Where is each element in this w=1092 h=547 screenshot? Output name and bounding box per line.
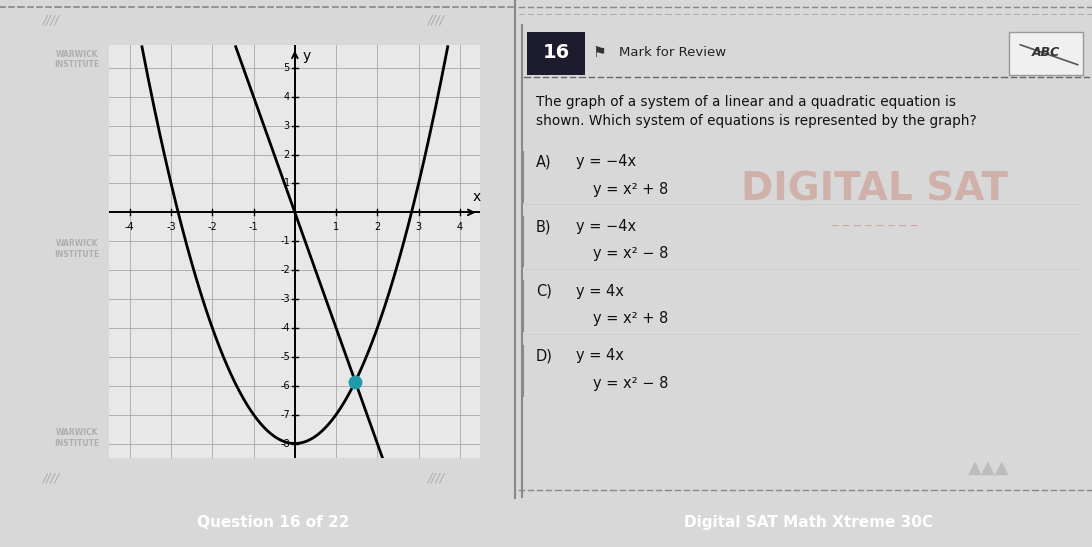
Text: Mark for Review: Mark for Review	[619, 46, 726, 59]
Text: -4: -4	[124, 223, 134, 232]
Text: x: x	[472, 190, 480, 203]
Text: 2: 2	[284, 149, 289, 160]
Text: y = −4x: y = −4x	[577, 154, 637, 170]
Text: -2: -2	[281, 265, 289, 275]
Text: 3: 3	[284, 121, 289, 131]
Text: A): A)	[536, 154, 551, 170]
Text: y = 4x: y = 4x	[577, 284, 624, 299]
Text: y = x² − 8: y = x² − 8	[593, 246, 668, 261]
Text: Digital SAT Math Xtreme 30C: Digital SAT Math Xtreme 30C	[684, 515, 933, 530]
Text: ////: ////	[428, 472, 444, 484]
Text: WARWICK
INSTITUTE: WARWICK INSTITUTE	[55, 239, 99, 259]
Text: y = x² + 8: y = x² + 8	[593, 311, 668, 326]
Text: 16: 16	[543, 43, 570, 62]
Text: WARWICK
INSTITUTE: WARWICK INSTITUTE	[414, 428, 459, 448]
Text: WARWICK
INSTITUTE: WARWICK INSTITUTE	[414, 239, 459, 259]
Text: ////: ////	[43, 472, 60, 484]
Text: shown. Which system of equations is represented by the graph?: shown. Which system of equations is repr…	[536, 114, 976, 129]
Text: _ _ _ _ _ _ _ _: _ _ _ _ _ _ _ _	[831, 212, 917, 226]
Text: -3: -3	[166, 223, 176, 232]
Text: -5: -5	[281, 352, 289, 362]
Text: ⚑: ⚑	[592, 45, 606, 60]
Text: 1: 1	[284, 178, 289, 189]
Text: ABC: ABC	[1032, 46, 1060, 59]
Text: 4: 4	[284, 92, 289, 102]
Text: The graph of a system of a linear and a quadratic equation is: The graph of a system of a linear and a …	[536, 95, 956, 108]
Text: -6: -6	[281, 381, 289, 391]
Text: -4: -4	[281, 323, 289, 333]
Text: y = 4x: y = 4x	[577, 348, 624, 363]
Text: 1: 1	[333, 223, 340, 232]
Text: ////: ////	[428, 14, 444, 26]
Text: Question 16 of 22: Question 16 of 22	[197, 515, 349, 530]
Text: -3: -3	[281, 294, 289, 304]
Text: -7: -7	[281, 410, 289, 420]
Text: ▲▲▲: ▲▲▲	[968, 459, 1010, 477]
Text: y = x² + 8: y = x² + 8	[593, 182, 668, 197]
Text: -8: -8	[281, 439, 289, 449]
Text: y = x² − 8: y = x² − 8	[593, 376, 668, 391]
Text: D): D)	[536, 348, 553, 363]
Text: WARWICK
INSTITUTE: WARWICK INSTITUTE	[55, 428, 99, 448]
Text: -2: -2	[207, 223, 217, 232]
Text: B): B)	[536, 219, 551, 234]
Text: y: y	[302, 49, 310, 63]
Text: 3: 3	[416, 223, 422, 232]
Text: WARWICK
INSTITUTE: WARWICK INSTITUTE	[55, 50, 99, 69]
Text: C): C)	[536, 284, 551, 299]
Text: WARWICK
INSTITUTE: WARWICK INSTITUTE	[414, 50, 459, 69]
Text: y = −4x: y = −4x	[577, 219, 637, 234]
Text: 2: 2	[375, 223, 380, 232]
FancyBboxPatch shape	[1009, 32, 1083, 75]
Text: 4: 4	[456, 223, 463, 232]
Text: -1: -1	[249, 223, 259, 232]
Text: ////: ////	[43, 14, 60, 26]
Text: 5: 5	[284, 63, 289, 73]
FancyBboxPatch shape	[527, 32, 584, 75]
Text: -1: -1	[281, 236, 289, 246]
Text: DIGITAL SAT: DIGITAL SAT	[740, 170, 1008, 208]
